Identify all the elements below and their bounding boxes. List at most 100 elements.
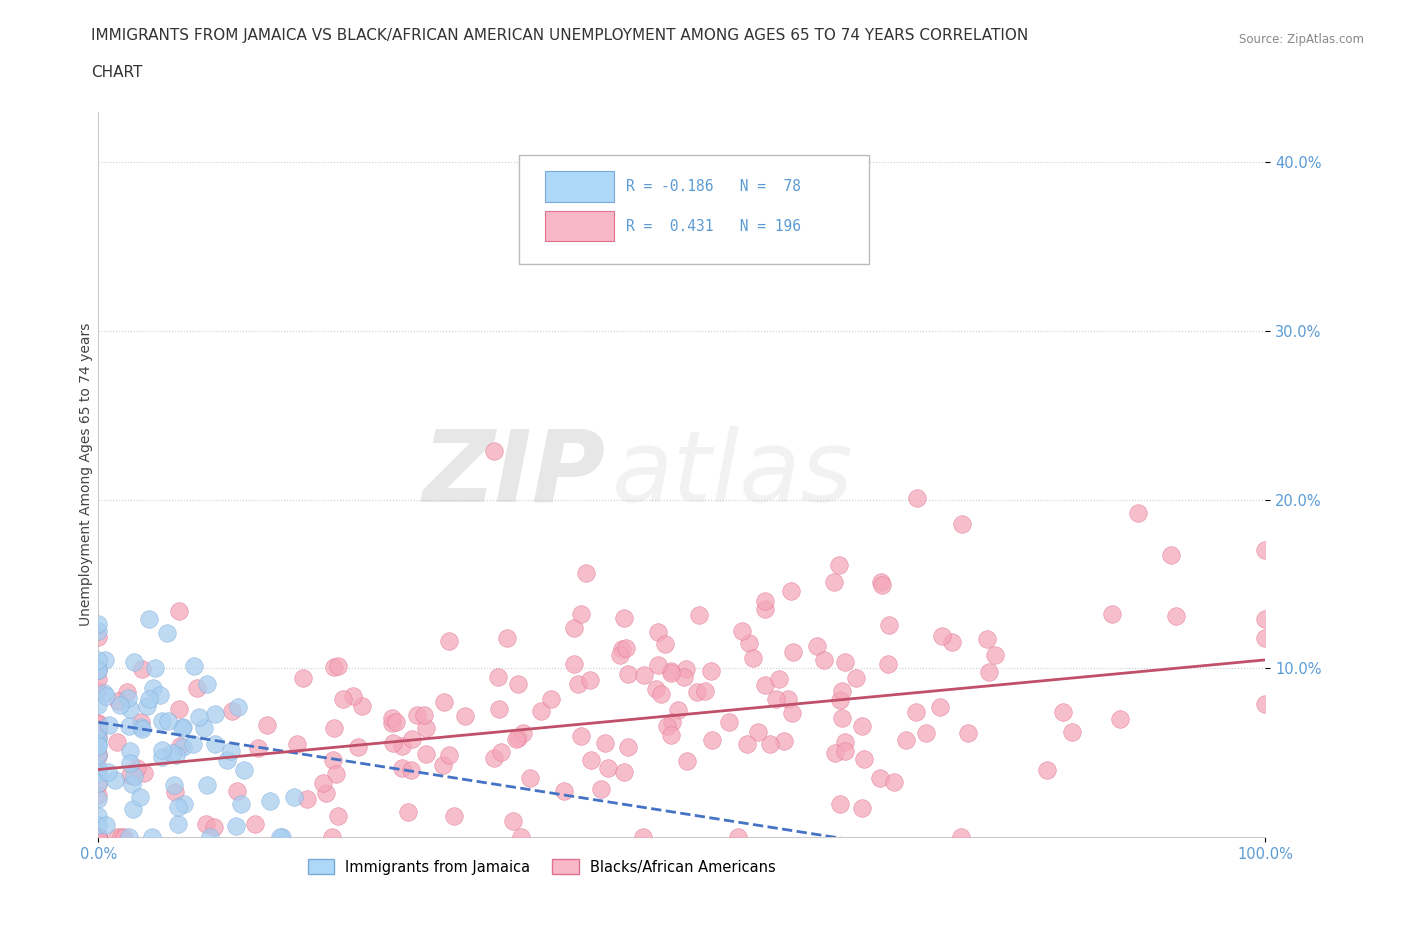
Point bbox=[693, 683, 716, 698]
Point bbox=[834, 744, 856, 759]
Point bbox=[976, 631, 998, 646]
Point bbox=[87, 717, 110, 732]
Point bbox=[157, 714, 180, 729]
Point bbox=[512, 725, 534, 740]
Point bbox=[202, 819, 225, 834]
Point bbox=[129, 790, 152, 804]
Point bbox=[87, 777, 110, 791]
Point bbox=[530, 704, 553, 719]
Point bbox=[823, 575, 845, 590]
Point bbox=[225, 783, 247, 798]
Point bbox=[271, 830, 294, 844]
Point bbox=[747, 724, 769, 739]
Point bbox=[617, 739, 640, 754]
Point bbox=[226, 699, 249, 714]
Point bbox=[977, 664, 1000, 679]
Point bbox=[758, 737, 780, 751]
Point bbox=[97, 718, 120, 733]
Point bbox=[96, 689, 118, 704]
Point bbox=[129, 719, 152, 734]
Point bbox=[149, 687, 172, 702]
Point bbox=[292, 671, 315, 685]
Point bbox=[204, 707, 226, 722]
Point bbox=[834, 735, 856, 750]
Point bbox=[87, 652, 110, 667]
Point bbox=[193, 721, 215, 736]
Point bbox=[167, 800, 190, 815]
Point bbox=[659, 666, 682, 681]
Point bbox=[132, 765, 155, 780]
Point bbox=[831, 711, 853, 725]
Point bbox=[198, 830, 221, 844]
Point bbox=[167, 604, 190, 618]
Point bbox=[87, 749, 110, 764]
Point bbox=[686, 685, 709, 700]
Point bbox=[949, 830, 972, 844]
Point bbox=[110, 830, 132, 844]
Point bbox=[219, 744, 242, 759]
Point bbox=[830, 693, 852, 708]
Point bbox=[325, 766, 347, 781]
Point bbox=[700, 733, 723, 748]
Point bbox=[122, 769, 145, 784]
Point bbox=[502, 814, 524, 829]
Point bbox=[780, 705, 803, 720]
Point bbox=[659, 727, 682, 742]
Point bbox=[406, 708, 429, 723]
Point bbox=[612, 642, 634, 657]
Point bbox=[160, 745, 183, 760]
Point bbox=[915, 725, 938, 740]
Point bbox=[117, 691, 139, 706]
Point bbox=[505, 731, 527, 746]
Text: R =  0.431   N = 196: R = 0.431 N = 196 bbox=[626, 219, 801, 233]
Point bbox=[295, 791, 318, 806]
Point bbox=[851, 719, 873, 734]
Point bbox=[87, 792, 110, 807]
Point bbox=[87, 788, 110, 803]
Point bbox=[596, 761, 619, 776]
Point bbox=[488, 702, 510, 717]
Point bbox=[870, 575, 893, 590]
Point bbox=[172, 740, 194, 755]
Point bbox=[204, 737, 226, 751]
Point bbox=[905, 704, 928, 719]
Point bbox=[87, 671, 110, 686]
Point bbox=[647, 658, 669, 672]
Point bbox=[112, 830, 135, 844]
Point bbox=[495, 631, 517, 645]
Point bbox=[107, 693, 129, 708]
Point bbox=[381, 736, 404, 751]
Point bbox=[150, 750, 173, 764]
Point bbox=[87, 729, 110, 744]
Point bbox=[1254, 543, 1277, 558]
Point bbox=[122, 801, 145, 816]
Point bbox=[776, 692, 799, 707]
Point bbox=[93, 685, 115, 700]
Point bbox=[381, 715, 404, 730]
Point bbox=[1101, 606, 1123, 621]
Point bbox=[166, 817, 188, 831]
Point bbox=[553, 784, 575, 799]
Point bbox=[87, 809, 110, 824]
Point bbox=[1109, 711, 1132, 726]
Point bbox=[342, 688, 364, 703]
Text: atlas: atlas bbox=[612, 426, 853, 523]
Point bbox=[221, 703, 243, 718]
Point bbox=[735, 737, 758, 751]
Point bbox=[332, 691, 354, 706]
Point bbox=[540, 691, 562, 706]
Point bbox=[824, 745, 846, 760]
Point bbox=[1254, 612, 1277, 627]
Point bbox=[87, 765, 110, 780]
FancyBboxPatch shape bbox=[546, 211, 614, 242]
Point bbox=[877, 618, 900, 632]
Point bbox=[194, 817, 217, 831]
Point bbox=[877, 657, 900, 671]
Point bbox=[165, 748, 187, 763]
Point bbox=[401, 732, 423, 747]
Point bbox=[869, 770, 891, 785]
Point bbox=[1052, 705, 1074, 720]
Point bbox=[246, 740, 269, 755]
Point bbox=[782, 644, 804, 659]
Point bbox=[173, 796, 195, 811]
